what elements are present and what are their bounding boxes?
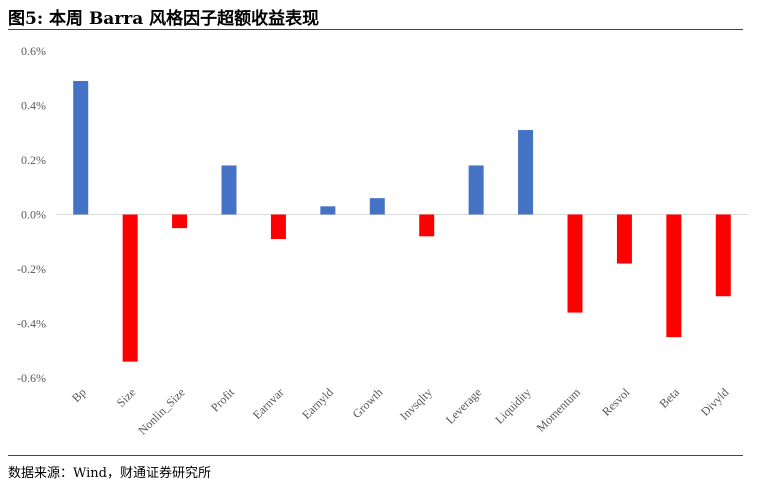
x-tick-label: Resvol (599, 385, 633, 419)
bar-earnvar (270, 214, 286, 240)
x-tick-label: Earnvar (250, 385, 287, 422)
x-tick-label: Profit (208, 385, 238, 415)
bar-leverage (468, 165, 484, 215)
bar-earnyld (320, 206, 336, 215)
figure-title: 图5: 本周 Barra 风格因子超额收益表现 (8, 9, 320, 29)
source-rule (8, 455, 743, 456)
title-rule (8, 29, 743, 30)
x-tick-label: Growth (350, 385, 386, 421)
bar-profit (221, 165, 237, 215)
bar-momentum (567, 214, 583, 313)
y-tick-label: 0.0% (21, 208, 46, 222)
bar-divyld (715, 214, 731, 297)
x-tick-label: Divyld (698, 385, 731, 418)
y-tick-label: 0.6% (21, 44, 46, 58)
y-tick-label: 0.4% (21, 99, 46, 113)
bar-chart: 0.6% 0.4% 0.2% 0.0% -0.2% -0.4% -0.6% Bp SizeNo… (17, 44, 748, 438)
x-tick-label: Earnyld (299, 385, 336, 422)
y-tick-label: -0.6% (17, 371, 46, 385)
y-tick-label: 0.2% (21, 153, 46, 167)
x-tick-label: Size (114, 385, 139, 410)
y-tick-label: -0.2% (17, 262, 46, 276)
x-tick-label: Invsqlty (397, 385, 435, 423)
x-tick-label: Liquidity (492, 385, 533, 426)
x-tick-label: Bp (69, 385, 89, 405)
bar-liquidity (518, 130, 534, 215)
x-tick-label: Nonlin_Size (135, 385, 187, 437)
bar-growth (369, 198, 385, 215)
x-tick-label: Leverage (443, 385, 484, 426)
bar-resvol (616, 214, 632, 264)
bar-nonlin-size (172, 214, 188, 229)
x-tick-label: Beta (657, 385, 683, 411)
x-tick-label: Momentum (534, 385, 584, 435)
bars (73, 80, 731, 362)
bar-beta (666, 214, 682, 338)
bar-bp (73, 80, 89, 215)
bar-size (122, 214, 138, 362)
y-tick-label: -0.4% (17, 317, 46, 331)
source-note: 数据来源：Wind，财通证券研究所 (8, 466, 211, 481)
bar-invsqlty (419, 214, 435, 237)
y-axis-ticks: 0.6% 0.4% 0.2% 0.0% -0.2% -0.4% -0.6% (17, 44, 46, 385)
